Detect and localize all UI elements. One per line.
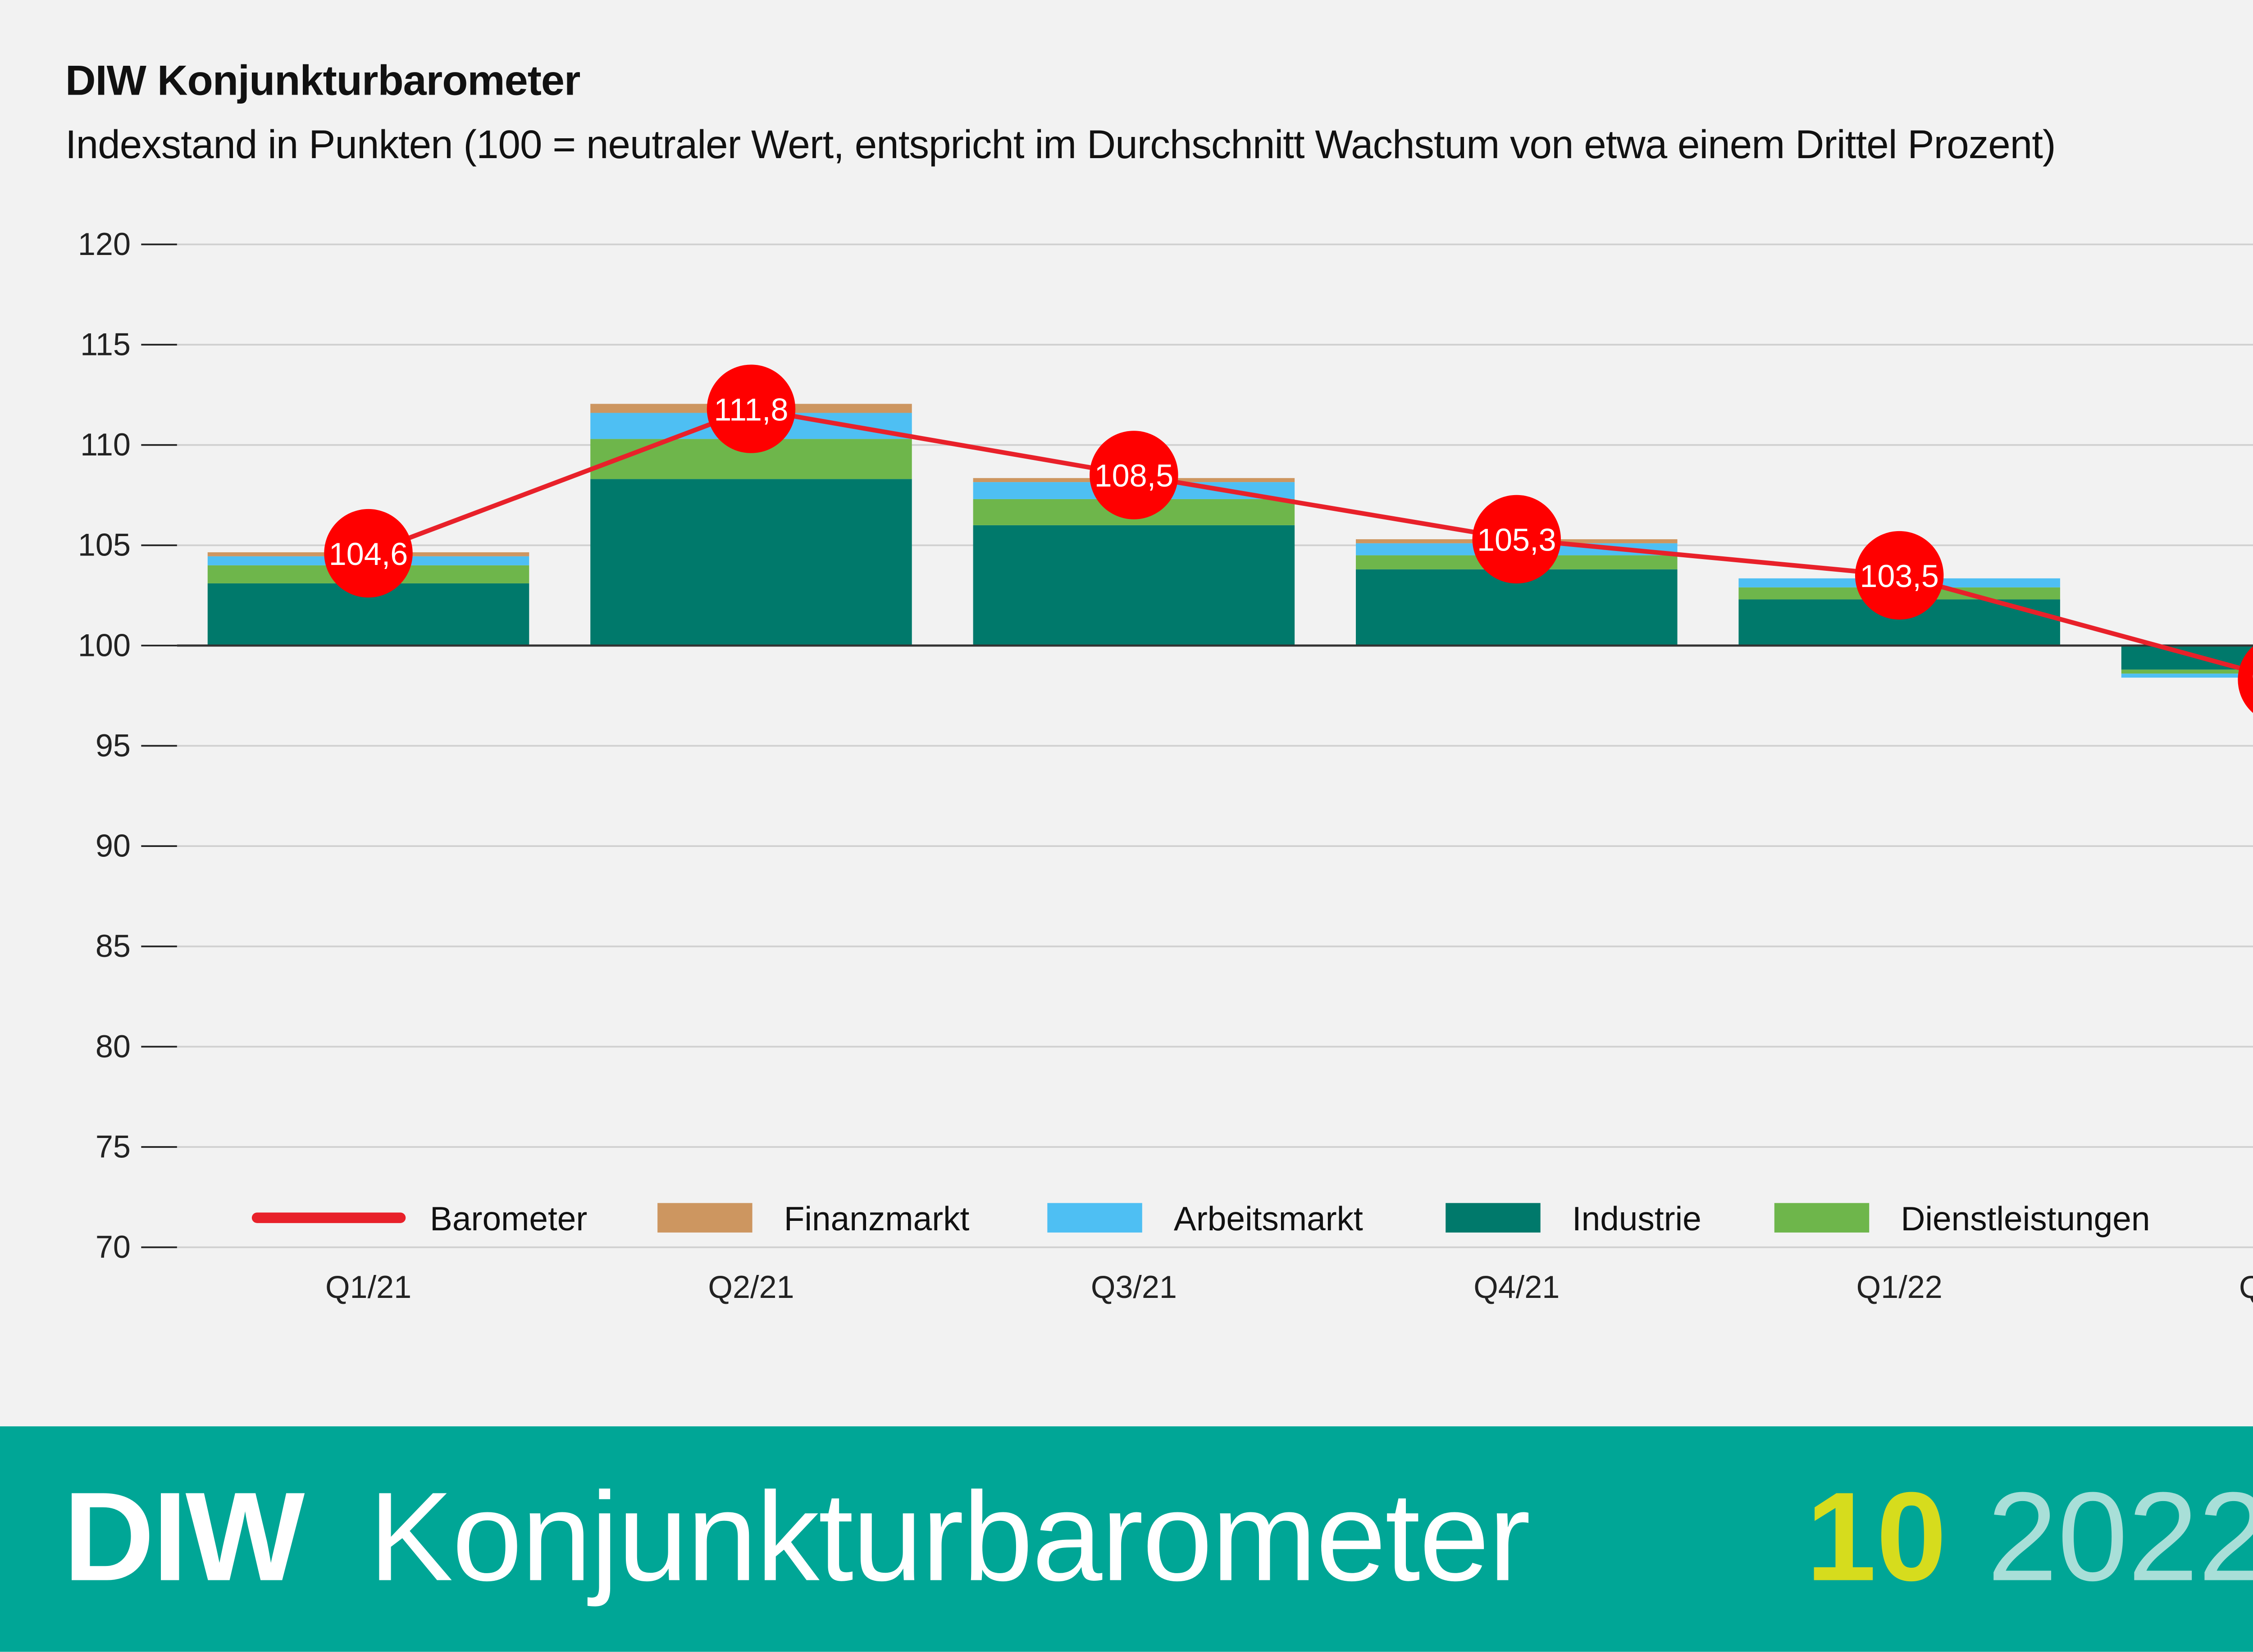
- barometer-line: [367, 406, 2253, 674]
- chart-title: DIW Konjunkturbarometer: [65, 59, 580, 105]
- x-tick-label: Q3/21: [1091, 1269, 1177, 1305]
- legend-swatch-industrie: [1446, 1203, 1541, 1233]
- x-tick-label: Q2/21: [708, 1269, 794, 1305]
- legend-label: Finanzmarkt: [784, 1200, 970, 1238]
- x-tick-label: Q4/21: [1473, 1269, 1560, 1305]
- chart-plot: 70 75 80 85 90 95 100 105 110 115 120 Q1/21 Q2/21 Q3/…: [78, 226, 2253, 1305]
- banner-brand: DIW: [63, 1466, 305, 1608]
- bar-segment-dienstleistungen: [2121, 669, 2253, 674]
- y-tick-label: 70: [96, 1229, 131, 1265]
- y-tick-label: 110: [80, 427, 131, 462]
- x-tick-label: Q1/22: [1856, 1269, 1943, 1305]
- barometer-point: [1855, 531, 1944, 620]
- y-tick-label: 115: [80, 326, 131, 362]
- barometer-point: [324, 509, 413, 598]
- y-tick-label: 85: [96, 928, 131, 964]
- x-tick-label: Q2/22: [2239, 1269, 2253, 1305]
- bar-segment-industrie: [973, 525, 1295, 646]
- legend-label: Dienstleistungen: [1901, 1200, 2150, 1238]
- legend-label: Industrie: [1572, 1200, 1701, 1238]
- barometer-label: 104,6: [329, 536, 408, 572]
- barometer-label: 111,8: [714, 391, 788, 427]
- barometer-label: 108,5: [1095, 458, 1174, 493]
- barometer-point: [2238, 646, 2253, 713]
- y-tick-label: 120: [78, 226, 131, 262]
- y-tick-label: 100: [78, 627, 131, 663]
- banner-year: 2022: [1987, 1466, 2253, 1608]
- chart-subtitle: Indexstand in Punkten (100 = neutraler W…: [65, 124, 2056, 169]
- legend-swatch-finanzmarkt: [657, 1203, 753, 1233]
- y-tick-label: 105: [78, 527, 131, 563]
- legend-swatch-arbeitsmarkt: [1047, 1203, 1142, 1233]
- y-tick-label: 75: [96, 1129, 131, 1164]
- banner-issue: 10: [1806, 1466, 1947, 1608]
- y-tick-label: 80: [96, 1029, 131, 1064]
- legend-label: Arbeitsmarkt: [1174, 1200, 1363, 1238]
- banner-product: Konjunkturbarometer: [369, 1466, 1530, 1608]
- barometer-label: 105,3: [1477, 522, 1556, 558]
- legend-label: Barometer: [430, 1200, 587, 1238]
- barometer-label: 98,3: [2251, 662, 2253, 698]
- bar-segment-industrie: [590, 479, 912, 646]
- barometer-label: 103,5: [1860, 558, 1939, 594]
- barometer-point: [707, 364, 796, 453]
- x-tick-label: Q1/21: [325, 1269, 411, 1305]
- footer-banner: DIW Konjunkturbarometer 10 2022: [0, 1426, 2253, 1652]
- barometer-point: [1472, 495, 1561, 584]
- barometer-point: [1090, 431, 1178, 519]
- legend-swatch-dienstleistungen: [1774, 1203, 1870, 1233]
- bar-segment-arbeitsmarkt: [2121, 674, 2253, 678]
- y-tick-label: 90: [96, 828, 131, 864]
- y-tick-label: 95: [96, 728, 131, 763]
